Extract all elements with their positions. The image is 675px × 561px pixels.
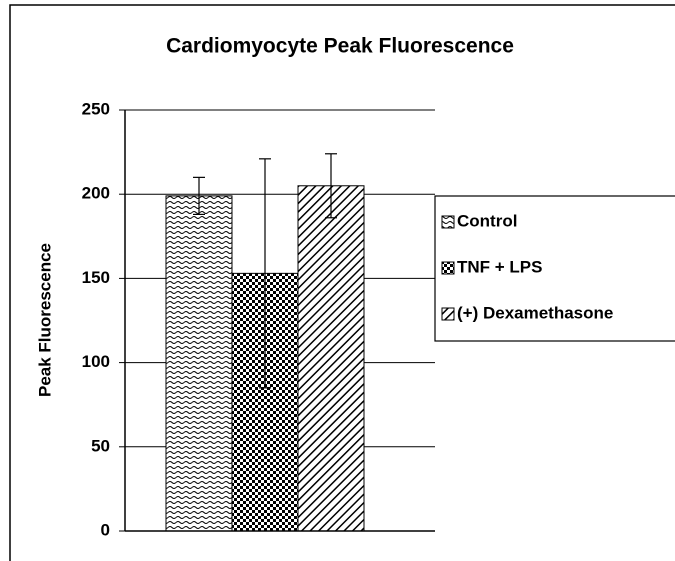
legend-swatch bbox=[441, 215, 455, 229]
y-tick-label: 50 bbox=[91, 436, 110, 455]
chart-title: Cardiomyocyte Peak Fluorescence bbox=[166, 35, 514, 58]
legend-label: TNF + LPS bbox=[457, 257, 542, 276]
y-tick-label: 250 bbox=[82, 99, 110, 118]
y-tick-label: 0 bbox=[101, 520, 110, 539]
legend-swatch bbox=[441, 261, 455, 275]
error-bar bbox=[193, 176, 205, 216]
bar bbox=[165, 195, 233, 532]
y-tick-label: 100 bbox=[82, 352, 110, 371]
bar bbox=[297, 185, 365, 532]
y-axis-label: Peak Fluorescence bbox=[35, 243, 54, 397]
legend-box bbox=[434, 195, 675, 342]
error-bar bbox=[259, 158, 271, 389]
legend-label: (+) Dexamethasone bbox=[457, 303, 613, 322]
legend-label: Control bbox=[457, 211, 517, 230]
legend-swatch bbox=[441, 307, 455, 321]
y-tick-label: 150 bbox=[82, 268, 110, 287]
chart-frame bbox=[9, 4, 675, 561]
error-bar bbox=[325, 153, 337, 219]
y-tick-label: 200 bbox=[82, 184, 110, 203]
